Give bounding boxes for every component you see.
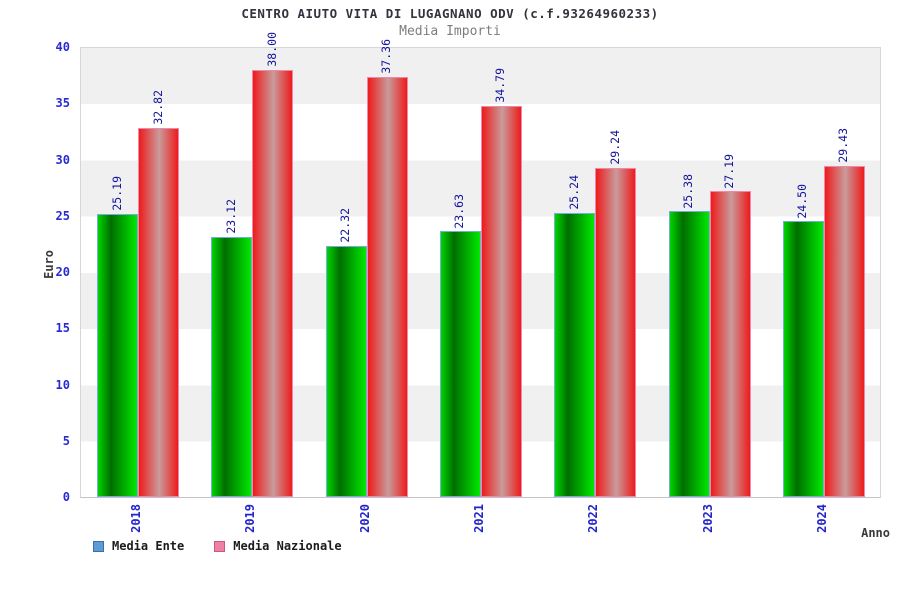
bar-value-label: 23.12 <box>223 199 238 234</box>
legend-item-media-nazionale: Media Nazionale <box>214 539 342 553</box>
legend-swatch-media-ente-icon <box>93 540 104 552</box>
x-tick-label-2022: 2022 <box>586 504 601 533</box>
y-tick-label: 35 <box>55 96 70 111</box>
y-tick-label: 40 <box>55 40 70 54</box>
bar-media-nazionale-2018: 32.82 <box>138 90 180 497</box>
x-tick-label-2021: 2021 <box>472 504 486 533</box>
legend-item-media-ente: Media Ente <box>93 539 184 553</box>
bar-value-label: 25.38 <box>681 173 696 209</box>
y-tick-label: 20 <box>55 265 70 279</box>
bar-value-label: 38.00 <box>264 31 279 67</box>
x-tick-label-2020: 2020 <box>357 504 372 533</box>
bar-media-ente-2019: 23.12 <box>211 199 253 497</box>
bar-group-2024: 24.50 29.43 <box>767 48 881 497</box>
bar-group-2023: 25.38 27.19 <box>652 48 766 497</box>
legend: Media Ente Media Nazionale <box>93 539 372 553</box>
bar-value-label: 29.24 <box>607 130 622 166</box>
legend-label-media-nazionale: Media Nazionale <box>233 539 342 553</box>
x-tick-label-2018: 2018 <box>129 504 144 533</box>
bar-media-ente-2021: 23.63 <box>439 194 481 497</box>
bar-media-nazionale-2019: 38.00 <box>252 32 294 497</box>
bar-value-label: 25.19 <box>109 176 124 211</box>
x-tick-label-2019: 2019 <box>243 504 258 533</box>
bar-group-2018: 25.19 32.82 <box>81 48 195 497</box>
bar-group-2021: 23.63 34.79 <box>424 48 538 497</box>
bar-value-label: 25.24 <box>566 175 581 211</box>
bar-value-label: 24.50 <box>795 183 810 219</box>
x-tick-label-2023: 2023 <box>700 504 715 533</box>
y-tick-label: 5 <box>62 433 70 448</box>
bar-media-ente-2018: 25.19 <box>97 176 139 497</box>
y-tick-label: 25 <box>55 208 70 223</box>
bar-group-2019: 23.12 38.00 <box>195 32 309 497</box>
x-axis-title: Anno <box>861 526 890 540</box>
bar-media-nazionale-2020: 37.36 <box>366 39 408 497</box>
legend-label-media-ente: Media Ente <box>112 539 185 553</box>
bar-group-2020: 22.32 37.36 <box>310 39 424 497</box>
legend-swatch-media-nazionale-icon <box>214 540 226 552</box>
bar-media-nazionale-2023: 27.19 <box>709 154 751 497</box>
bar-media-ente-2022: 25.24 <box>554 175 596 497</box>
bar-media-ente-2020: 22.32 <box>325 208 367 497</box>
bar-group-2022: 25.24 29.24 <box>538 48 652 497</box>
bar-media-nazionale-2024: 29.43 <box>823 128 865 497</box>
bar-value-label: 29.43 <box>836 128 851 163</box>
bar-media-ente-2023: 25.38 <box>668 174 710 497</box>
plot-area: 25.19 32.82 23.12 38.00 22.32 37.36 23.63 34.79… <box>80 32 881 498</box>
chart-title: CENTRO AIUTO VITA DI LUGAGNANO ODV (c.f.… <box>241 6 659 21</box>
bar-media-nazionale-2021: 34.79 <box>480 68 522 497</box>
y-tick-label: 10 <box>55 377 70 392</box>
chart-subtitle: Media Importi <box>399 24 501 39</box>
y-tick-label: 0 <box>62 490 70 504</box>
bar-media-nazionale-2022: 29.24 <box>595 130 637 497</box>
x-tick-label-2024: 2024 <box>814 504 829 533</box>
bar-value-label: 37.36 <box>379 39 394 74</box>
y-tick-label: 15 <box>55 321 70 336</box>
bar-value-label: 23.63 <box>452 193 467 229</box>
bar-value-label: 22.32 <box>338 208 353 243</box>
bar-media-ente-2024: 24.50 <box>782 184 824 497</box>
y-tick-label: 30 <box>55 152 70 167</box>
bar-value-label: 32.82 <box>150 90 165 125</box>
bar-value-label: 27.19 <box>722 153 737 189</box>
bar-value-label: 34.79 <box>493 68 508 103</box>
